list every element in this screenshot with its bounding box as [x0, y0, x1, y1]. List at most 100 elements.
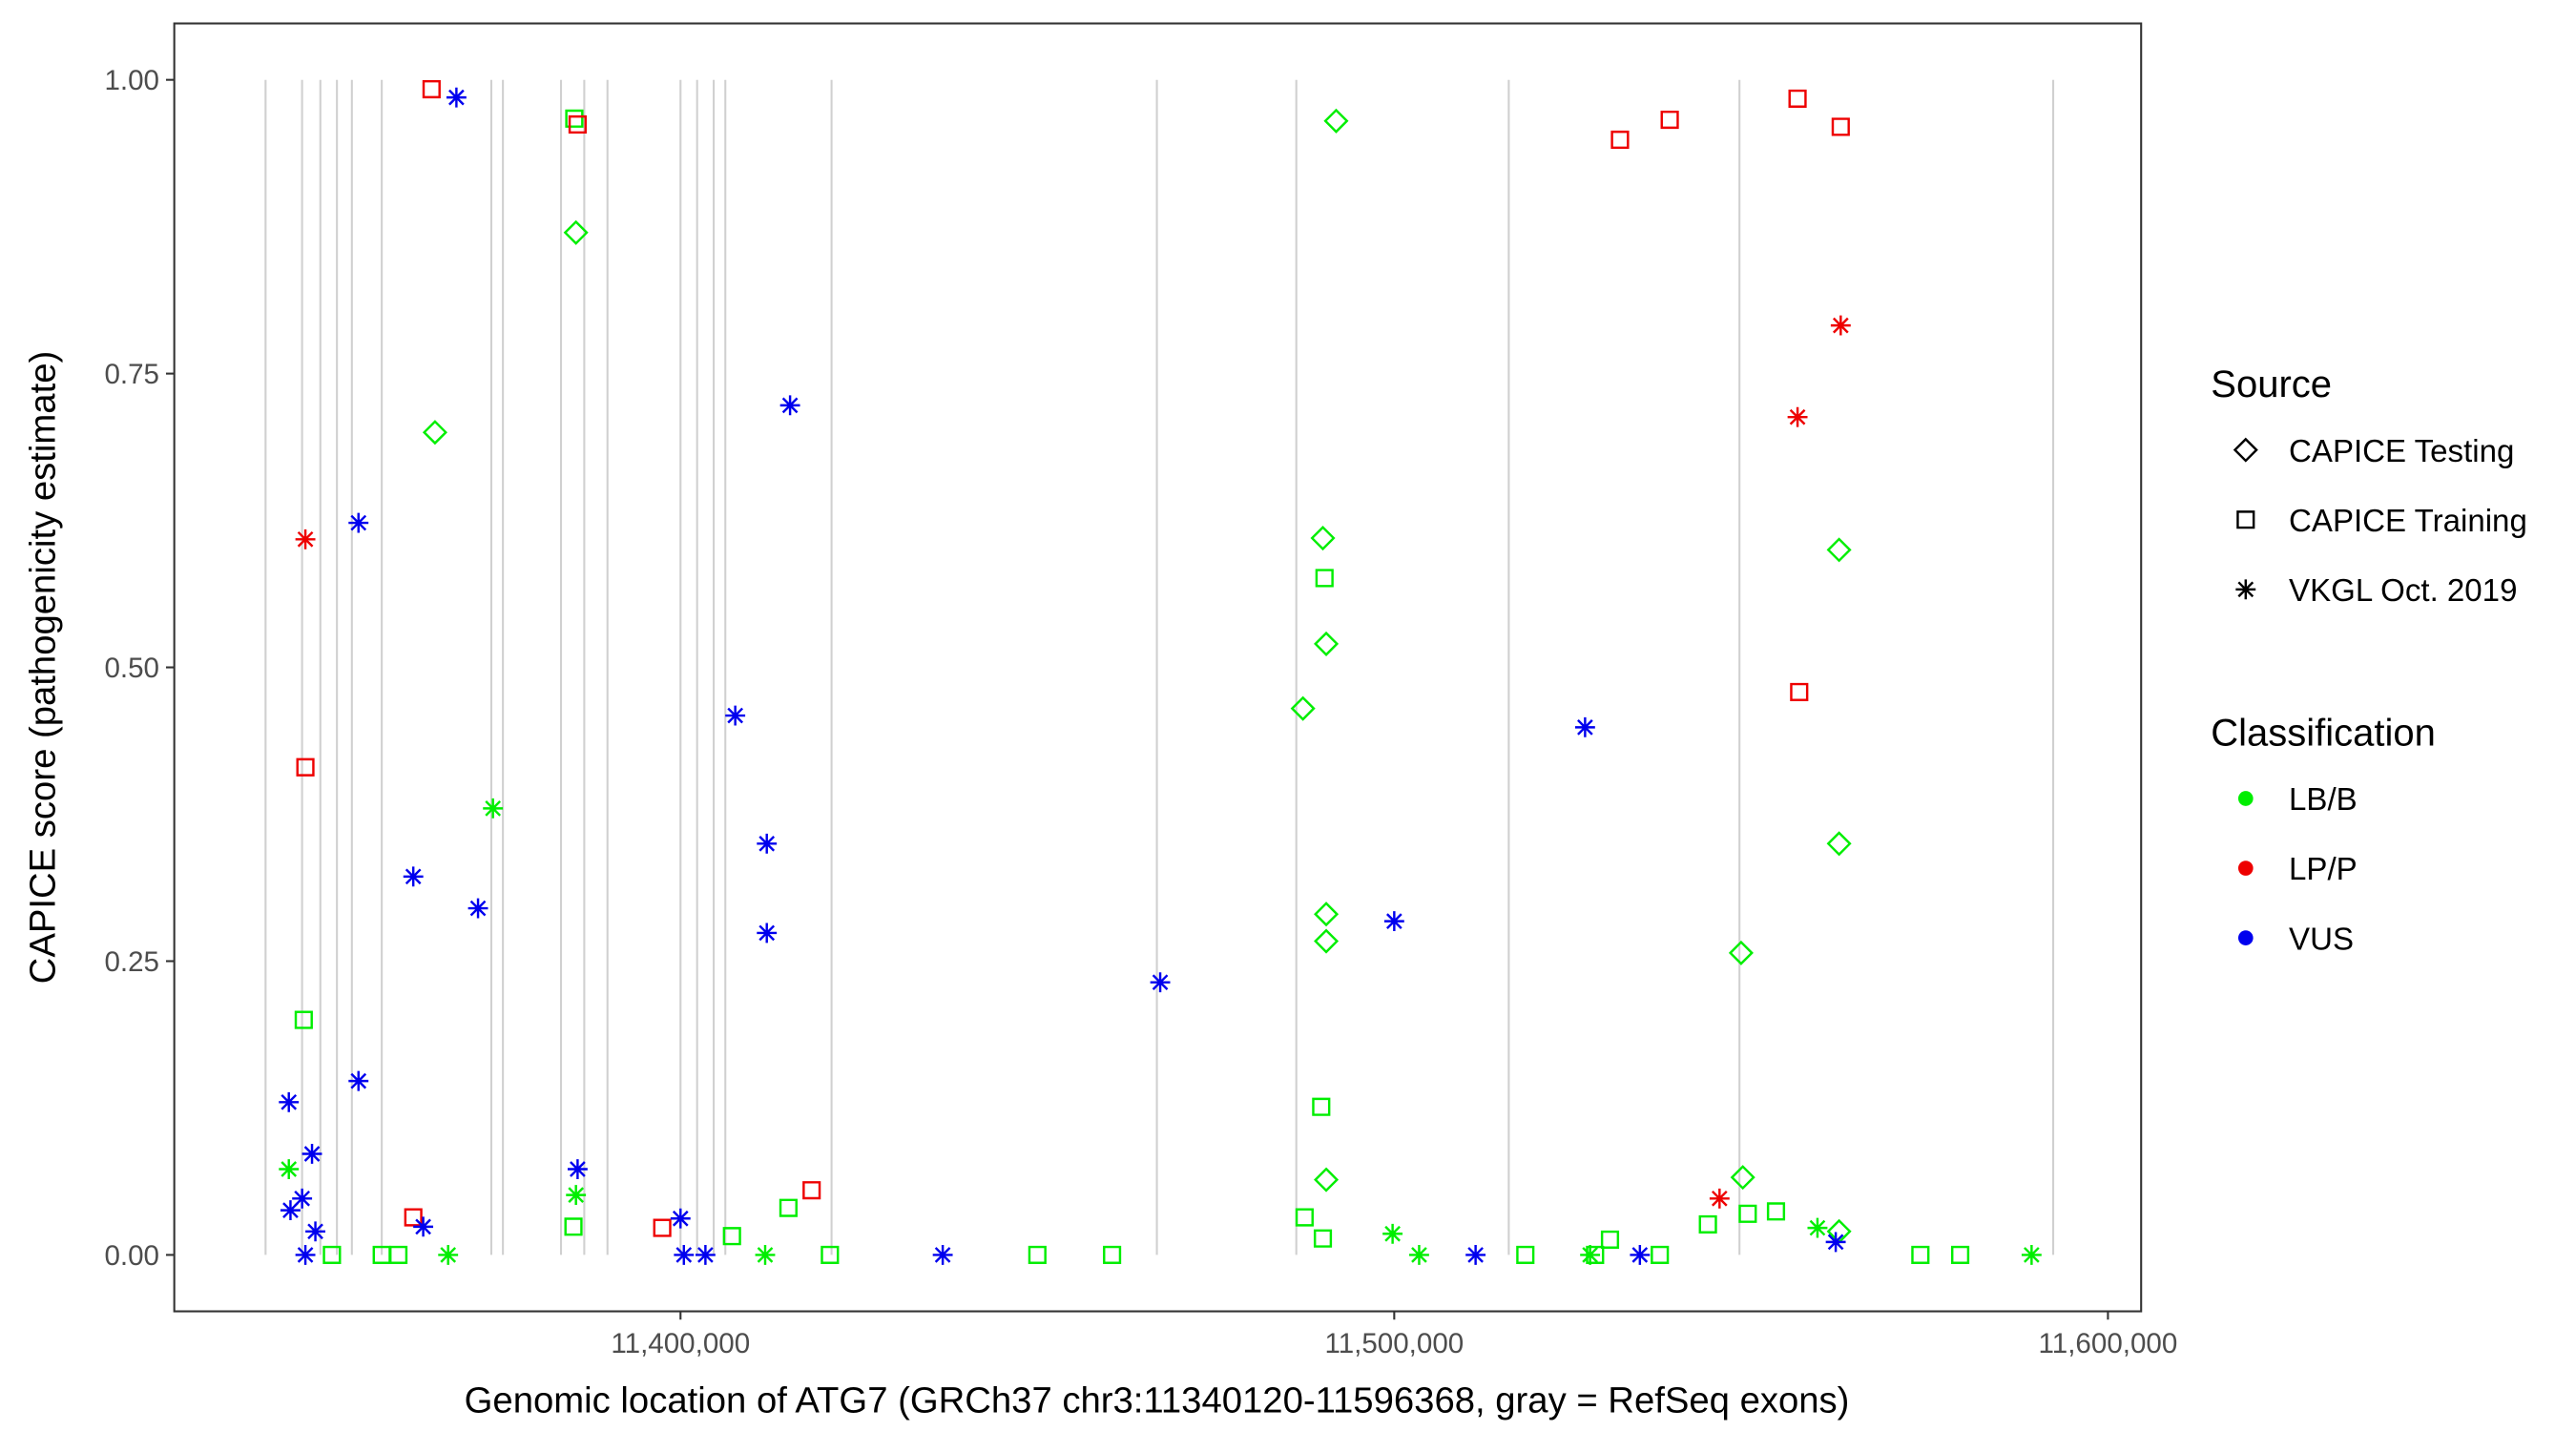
point [292, 1188, 313, 1209]
point [695, 1244, 716, 1265]
y-tick-label: 0.75 [104, 359, 159, 390]
point [294, 1010, 313, 1029]
legend-symbol [2235, 579, 2256, 600]
x-axis-title: Genomic location of ATG7 (GRCh37 chr3:11… [465, 1380, 1850, 1421]
legend-title: Source [2211, 363, 2332, 405]
point [1516, 1245, 1535, 1264]
point [388, 1245, 408, 1264]
point [413, 1216, 434, 1237]
point [1790, 682, 1809, 701]
point [1314, 902, 1340, 927]
point [403, 866, 424, 887]
point [567, 1159, 588, 1179]
point [422, 79, 441, 99]
x-tick-label: 11,600,000 [2039, 1328, 2178, 1359]
legend-title: Classification [2211, 712, 2436, 754]
point [1738, 1204, 1757, 1223]
point [755, 1244, 776, 1265]
point [1660, 110, 1679, 130]
legend-symbol [2236, 510, 2255, 529]
exon-layer [264, 79, 2055, 1255]
y-axis-title: CAPICE score (pathogenicity estimate) [22, 351, 63, 985]
point [1600, 1230, 1620, 1249]
point [1698, 1214, 1717, 1234]
y-tick-label: 1.00 [104, 65, 159, 96]
point [348, 1070, 369, 1091]
y-tick-label: 0.25 [104, 946, 159, 978]
y-tick-label: 0.00 [104, 1240, 159, 1272]
point [348, 512, 369, 533]
point [722, 1227, 741, 1246]
point [295, 1244, 316, 1265]
point [1028, 1245, 1047, 1264]
point [1574, 716, 1595, 737]
point [1911, 1245, 1930, 1264]
legend-symbol [2237, 791, 2254, 806]
point [757, 833, 778, 854]
point [1950, 1245, 1970, 1264]
legend-symbol [2237, 930, 2254, 945]
points-layer [279, 79, 2042, 1265]
point [1314, 1167, 1340, 1192]
point [1788, 89, 1807, 108]
legend-label: LP/P [2289, 852, 2358, 887]
point [1825, 1232, 1846, 1253]
point [1730, 1165, 1755, 1191]
legend-label: VKGL Oct. 2019 [2289, 573, 2517, 609]
point [1314, 928, 1340, 954]
point [1826, 831, 1852, 857]
point [1807, 1217, 1828, 1238]
point [1295, 1208, 1314, 1227]
point [1383, 911, 1404, 932]
point [779, 1198, 798, 1217]
point [1831, 117, 1850, 136]
point [467, 898, 488, 919]
x-tick-label: 11,500,000 [1324, 1328, 1464, 1359]
point [1766, 1202, 1786, 1221]
point [757, 923, 778, 944]
point [1728, 940, 1754, 965]
point [1709, 1188, 1730, 1209]
point [566, 1185, 587, 1206]
point [821, 1245, 840, 1264]
point [305, 1221, 325, 1242]
point [1103, 1245, 1122, 1264]
point [422, 420, 447, 446]
point [322, 1245, 342, 1264]
x-tick-label: 11,400,000 [611, 1328, 750, 1359]
point [779, 395, 800, 416]
point [1315, 569, 1334, 588]
point [296, 757, 315, 777]
point [1610, 130, 1630, 150]
point [670, 1208, 691, 1229]
point [674, 1244, 695, 1265]
point [1787, 406, 1808, 427]
point [564, 1217, 583, 1236]
point [483, 798, 504, 819]
point [1382, 1223, 1403, 1244]
y-tick-label: 0.50 [104, 653, 159, 684]
point [295, 529, 316, 550]
point [1150, 972, 1171, 993]
point [1323, 108, 1349, 134]
point [446, 87, 467, 108]
point [1310, 526, 1336, 551]
point [1290, 695, 1316, 721]
point [1651, 1245, 1670, 1264]
point [1826, 537, 1852, 563]
point [279, 1159, 300, 1179]
legend-symbol [2237, 861, 2254, 876]
legend-symbol [2233, 437, 2258, 463]
point [565, 109, 584, 128]
point [1409, 1244, 1429, 1265]
point [1313, 1229, 1333, 1248]
legend-label: CAPICE Testing [2289, 434, 2514, 469]
point [279, 1091, 300, 1112]
point [1312, 1097, 1331, 1116]
point [301, 1144, 322, 1164]
legend-label: VUS [2289, 922, 2354, 957]
point [2021, 1244, 2042, 1265]
legend-label: LB/B [2289, 782, 2358, 818]
